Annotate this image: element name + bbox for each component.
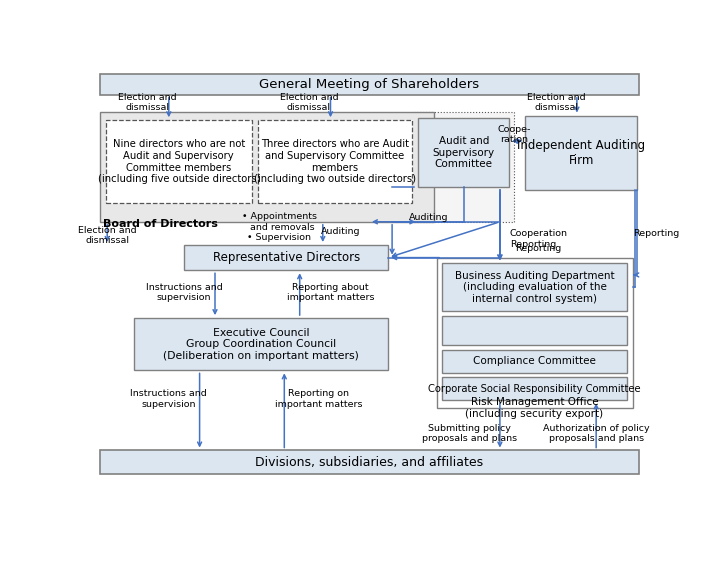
Text: Executive Council
Group Coordination Council
(Deliberation on important matters): Executive Council Group Coordination Cou…	[163, 328, 359, 361]
Bar	[99, 112, 434, 222]
Text: Election and
dismissal: Election and dismissal	[279, 93, 338, 112]
Text: Nine directors who are not
Audit and Supervisory
Committee members
(including fi: Nine directors who are not Audit and Sup…	[98, 140, 260, 184]
Text: Election and
dismissal: Election and dismissal	[78, 226, 137, 245]
Bar	[442, 377, 627, 401]
Text: Three directors who are Audit
and Supervisory Committee
members
(including two o: Three directors who are Audit and Superv…	[254, 140, 416, 184]
Text: Independent Auditing
Firm: Independent Auditing Firm	[517, 139, 645, 167]
Bar	[414, 112, 514, 222]
Bar	[442, 350, 627, 373]
Bar	[437, 258, 633, 408]
Bar	[418, 118, 509, 187]
Text: Audit and
Supervisory
Committee: Audit and Supervisory Committee	[433, 136, 495, 169]
Text: Election and
dismissal: Election and dismissal	[527, 93, 585, 112]
Text: Coope-
ration: Coope- ration	[498, 125, 531, 145]
Text: Compliance Committee: Compliance Committee	[473, 356, 596, 366]
Text: Board of Directors: Board of Directors	[104, 219, 218, 229]
Text: Instructions and
supervision: Instructions and supervision	[130, 389, 207, 408]
Text: Auditing: Auditing	[408, 212, 448, 221]
Text: Reporting about
important matters: Reporting about important matters	[287, 283, 374, 302]
Text: Reporting on
important matters: Reporting on important matters	[275, 389, 363, 408]
Bar	[442, 316, 627, 345]
Text: General Meeting of Shareholders: General Meeting of Shareholders	[259, 78, 479, 91]
Bar	[442, 263, 627, 311]
Bar	[106, 120, 252, 203]
Text: Divisions, subsidiaries, and affiliates: Divisions, subsidiaries, and affiliates	[255, 455, 483, 468]
Text: Business Auditing Department
(including evaluation of the
internal control syste: Business Auditing Department (including …	[455, 271, 614, 304]
Text: Submitting policy
proposals and plans: Submitting policy proposals and plans	[421, 424, 517, 444]
Text: Auditing: Auditing	[321, 227, 360, 236]
Text: • Appointments
  and removals
• Supervision: • Appointments and removals • Supervisio…	[242, 212, 317, 242]
Bar	[99, 74, 639, 95]
Text: Reporting: Reporting	[510, 240, 556, 249]
Text: Risk Management Office
(including security export): Risk Management Office (including securi…	[466, 397, 603, 419]
Text: Corporate Social Responsibility Committee: Corporate Social Responsibility Committe…	[428, 384, 641, 394]
Text: Representative Directors: Representative Directors	[212, 251, 360, 264]
Text: Authorization of policy
proposals and plans: Authorization of policy proposals and pl…	[543, 424, 649, 444]
Text: Election and
dismissal: Election and dismissal	[118, 93, 176, 112]
Text: Cooperation: Cooperation	[510, 229, 568, 238]
Bar	[258, 120, 412, 203]
Bar	[134, 318, 388, 371]
Text: Reporting: Reporting	[633, 229, 680, 238]
Bar	[184, 245, 388, 270]
Bar	[526, 115, 637, 190]
Bar	[99, 450, 639, 473]
Text: Instructions and
supervision: Instructions and supervision	[146, 283, 222, 302]
Text: Reporting: Reporting	[516, 244, 562, 253]
